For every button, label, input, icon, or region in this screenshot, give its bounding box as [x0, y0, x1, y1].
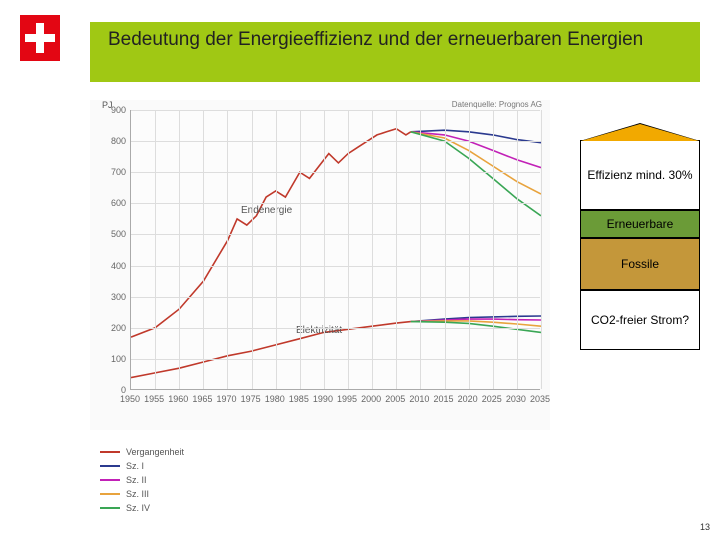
xtick: 2005	[385, 394, 405, 404]
xtick: 2000	[361, 394, 381, 404]
legend-item: Vergangenheit	[100, 445, 184, 459]
swiss-logo	[20, 15, 60, 66]
legend-item: Sz. II	[100, 473, 184, 487]
series-line	[411, 316, 541, 322]
page-number: 13	[700, 522, 710, 532]
series-label-elektrizitaet: Elektrizität	[296, 325, 342, 336]
ytick: 400	[96, 261, 126, 271]
xtick: 2030	[506, 394, 526, 404]
legend-label: Vergangenheit	[126, 447, 184, 457]
legend-swatch	[100, 479, 120, 481]
chart-svg	[131, 110, 541, 390]
annotation-strom-label: CO2-freier Strom?	[591, 313, 689, 327]
ytick: 600	[96, 198, 126, 208]
ytick: 300	[96, 292, 126, 302]
chart-container: PJ Datenquelle: Prognos AG Endenergie El…	[90, 100, 550, 430]
xtick: 2035	[530, 394, 550, 404]
xtick: 2020	[458, 394, 478, 404]
xtick: 1950	[120, 394, 140, 404]
xtick: 2025	[482, 394, 502, 404]
annotation-stack: Effizienz mind. 30% Erneuerbare Fossile …	[580, 140, 700, 350]
ytick: 800	[96, 136, 126, 146]
legend-swatch	[100, 465, 120, 467]
legend-label: Sz. I	[126, 461, 144, 471]
xtick: 1995	[337, 394, 357, 404]
xtick: 2010	[409, 394, 429, 404]
ytick: 500	[96, 229, 126, 239]
ytick: 900	[96, 105, 126, 115]
series-label-endenergie: Endenergie	[241, 205, 292, 216]
legend-swatch	[100, 493, 120, 495]
series-line	[131, 322, 411, 378]
ytick: 100	[96, 354, 126, 364]
chart-plot-area: Endenergie Elektrizität	[130, 110, 540, 390]
annotation-erneuerbare-label: Erneuerbare	[607, 217, 674, 231]
annotation-fossile: Fossile	[580, 238, 700, 290]
annotation-effizienz-label: Effizienz mind. 30%	[587, 168, 692, 182]
xtick: 1960	[168, 394, 188, 404]
series-line	[411, 319, 541, 322]
xtick: 1955	[144, 394, 164, 404]
xtick: 1980	[265, 394, 285, 404]
legend-swatch	[100, 451, 120, 453]
xtick: 2015	[434, 394, 454, 404]
annotation-erneuerbare: Erneuerbare	[580, 210, 700, 238]
ytick: 700	[96, 167, 126, 177]
series-line	[131, 129, 411, 337]
legend-label: Sz. III	[126, 489, 149, 499]
legend-swatch	[100, 507, 120, 509]
xtick: 1985	[289, 394, 309, 404]
legend-item: Sz. III	[100, 487, 184, 501]
ytick: 200	[96, 323, 126, 333]
legend-label: Sz. II	[126, 475, 147, 485]
xtick: 1965	[192, 394, 212, 404]
chart-legend: Vergangenheit Sz. I Sz. II Sz. III Sz. IV	[100, 445, 184, 515]
legend-item: Sz. IV	[100, 501, 184, 515]
page-title: Bedeutung der Energieeffizienz und der e…	[108, 28, 643, 53]
xtick: 1975	[241, 394, 261, 404]
xtick: 1990	[313, 394, 333, 404]
chart-source: Datenquelle: Prognos AG	[452, 100, 542, 109]
annotation-fossile-label: Fossile	[621, 257, 659, 271]
series-line	[411, 132, 541, 168]
legend-label: Sz. IV	[126, 503, 150, 513]
annotation-effizienz: Effizienz mind. 30%	[580, 140, 700, 210]
legend-item: Sz. I	[100, 459, 184, 473]
xtick: 1970	[216, 394, 236, 404]
title-bar: Bedeutung der Energieeffizienz und der e…	[90, 22, 700, 82]
series-line	[411, 321, 541, 326]
annotation-strom: CO2-freier Strom?	[580, 290, 700, 350]
